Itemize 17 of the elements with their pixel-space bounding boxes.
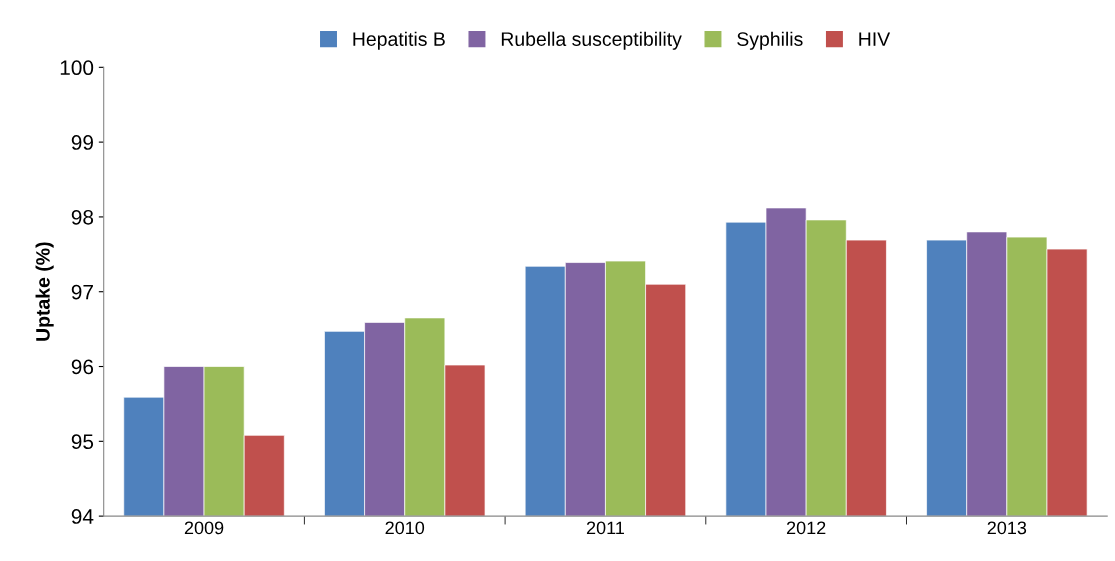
y-tick-label: 100	[60, 60, 94, 76]
x-tick-label: 2011	[586, 521, 624, 535]
x-tick-label: 2013	[987, 521, 1027, 535]
y-tick-label: 97	[71, 284, 93, 300]
y-tick-label: 95	[71, 434, 94, 450]
legend-label: Hepatitis B	[353, 31, 445, 50]
legend-label: Syphilis	[737, 31, 803, 50]
y-tick-label: 94	[71, 509, 94, 524]
x-tick-label: 2012	[786, 521, 826, 535]
legend-label: HIV	[859, 32, 891, 46]
y-tick-label: 99	[71, 135, 93, 150]
legend-label: Rubella susceptibility	[501, 31, 682, 50]
y-tick-label: 96	[71, 359, 94, 375]
y-axis-title: Uptake (%)	[35, 242, 54, 341]
x-tick-label: 2010	[385, 521, 425, 535]
y-tick-label: 98	[71, 209, 94, 225]
x-tick-label: 2009	[184, 521, 224, 535]
